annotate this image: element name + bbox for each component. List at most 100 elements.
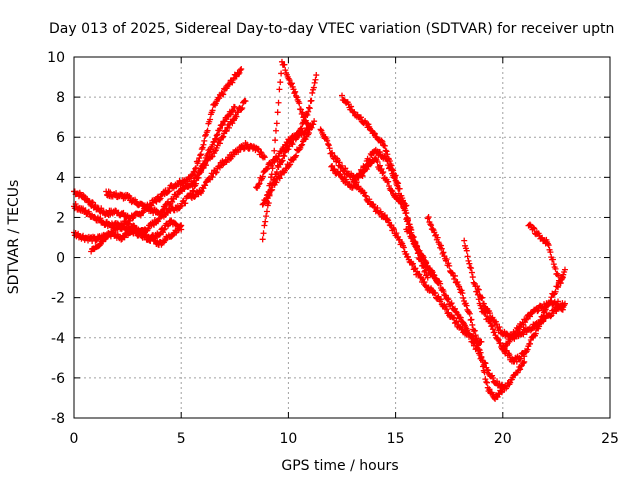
data-point bbox=[494, 378, 501, 385]
data-point bbox=[549, 256, 556, 263]
data-point bbox=[239, 105, 246, 112]
data-point bbox=[256, 180, 263, 187]
data-point bbox=[313, 72, 320, 79]
data-point bbox=[276, 86, 283, 93]
data-point bbox=[517, 366, 524, 373]
data-point bbox=[388, 167, 395, 174]
data-point bbox=[428, 222, 435, 229]
data-point bbox=[459, 290, 466, 297]
data-point bbox=[561, 266, 568, 273]
data-point bbox=[182, 200, 189, 207]
data-point bbox=[160, 206, 167, 213]
data-point bbox=[399, 198, 406, 205]
data-point bbox=[416, 271, 423, 278]
data-point bbox=[458, 287, 465, 294]
data-point bbox=[362, 193, 369, 200]
data-point bbox=[266, 191, 273, 198]
data-point bbox=[421, 268, 428, 275]
data-point bbox=[160, 226, 167, 233]
data-point bbox=[376, 149, 383, 156]
data-point bbox=[479, 357, 486, 364]
data-point bbox=[480, 300, 487, 307]
data-point bbox=[394, 182, 401, 189]
data-point bbox=[202, 162, 209, 169]
data-point bbox=[412, 265, 419, 272]
data-point bbox=[357, 114, 364, 121]
y-tick-label: 0 bbox=[56, 251, 65, 267]
data-point bbox=[421, 279, 428, 286]
data-point bbox=[381, 212, 388, 219]
data-point bbox=[286, 76, 293, 83]
data-point bbox=[477, 349, 484, 356]
data-point bbox=[204, 127, 211, 134]
data-point bbox=[238, 66, 245, 73]
y-tick-label: -2 bbox=[51, 291, 65, 307]
data-point bbox=[479, 363, 486, 370]
data-point bbox=[272, 127, 279, 134]
data-point bbox=[309, 89, 316, 96]
data-point bbox=[383, 148, 390, 155]
data-point bbox=[223, 85, 230, 92]
data-point bbox=[244, 141, 251, 148]
data-point bbox=[557, 280, 564, 287]
data-point bbox=[441, 253, 448, 260]
data-point bbox=[324, 141, 331, 148]
data-point bbox=[457, 314, 464, 321]
data-point bbox=[229, 79, 236, 86]
data-point bbox=[223, 116, 230, 123]
data-point bbox=[381, 142, 388, 149]
data-point bbox=[306, 105, 313, 112]
data-point bbox=[463, 302, 470, 309]
data-point bbox=[257, 149, 264, 156]
y-tick-label: 4 bbox=[56, 170, 65, 186]
data-point bbox=[219, 121, 226, 128]
data-point bbox=[337, 171, 344, 178]
series-track-10 bbox=[259, 118, 318, 208]
data-point bbox=[438, 245, 445, 252]
data-point bbox=[475, 342, 482, 349]
y-tick-label: -6 bbox=[51, 371, 65, 387]
data-point bbox=[275, 99, 282, 106]
data-point bbox=[547, 249, 554, 256]
data-point bbox=[437, 296, 444, 303]
data-point bbox=[207, 116, 214, 123]
data-point bbox=[432, 289, 439, 296]
data-point bbox=[385, 178, 392, 185]
data-point bbox=[425, 214, 432, 221]
data-point bbox=[216, 140, 223, 147]
series-track-5 bbox=[103, 97, 249, 218]
data-point bbox=[287, 161, 294, 168]
data-point bbox=[212, 135, 219, 142]
data-point bbox=[273, 179, 280, 186]
data-point bbox=[197, 152, 204, 159]
data-point bbox=[561, 300, 568, 307]
data-point bbox=[159, 208, 166, 215]
data-point bbox=[289, 141, 296, 148]
data-point bbox=[471, 327, 478, 334]
data-point bbox=[296, 100, 303, 107]
data-point bbox=[475, 346, 482, 353]
data-point bbox=[259, 236, 266, 243]
data-point bbox=[273, 120, 280, 127]
data-point bbox=[367, 156, 374, 163]
data-point bbox=[404, 218, 411, 225]
data-point bbox=[555, 284, 562, 291]
data-point bbox=[329, 149, 336, 156]
series-track-4 bbox=[88, 222, 185, 255]
data-point bbox=[191, 168, 198, 175]
data-point bbox=[277, 79, 284, 86]
data-point bbox=[163, 205, 170, 212]
data-point bbox=[400, 244, 407, 251]
data-point bbox=[450, 314, 457, 321]
data-point bbox=[145, 225, 152, 232]
data-point bbox=[275, 153, 282, 160]
data-point bbox=[547, 313, 554, 320]
data-point bbox=[528, 326, 535, 333]
data-point bbox=[466, 310, 473, 317]
y-tick-label: 10 bbox=[47, 50, 65, 66]
data-point bbox=[464, 253, 471, 260]
data-point bbox=[196, 155, 203, 162]
data-point bbox=[408, 235, 415, 242]
data-point bbox=[534, 308, 541, 315]
y-tick-label: 2 bbox=[56, 210, 65, 226]
